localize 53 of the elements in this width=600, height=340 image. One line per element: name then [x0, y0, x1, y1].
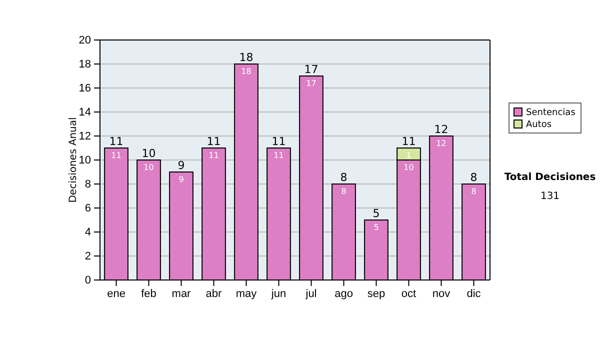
data-label: 17 [306, 79, 316, 88]
x-tick-label: oct [401, 288, 416, 300]
y-tick-label: 14 [78, 106, 91, 119]
total-label: 11 [109, 135, 124, 148]
total-label: 8 [470, 171, 478, 184]
data-label: 18 [241, 67, 252, 76]
data-label: 12 [436, 139, 446, 148]
y-tick-label: 20 [78, 34, 91, 47]
x-tick-label: may [236, 288, 258, 300]
y-tick-label: 4 [84, 226, 91, 239]
x-tick-label: jun [270, 288, 286, 300]
data-label: 10 [404, 163, 414, 172]
y-tick-label: 10 [78, 154, 91, 167]
y-axis-title: Decisiones Anual [68, 117, 79, 203]
y-tick-label: 2 [84, 250, 91, 263]
data-label: 5 [374, 223, 379, 232]
data-label: 8 [471, 187, 476, 196]
total-label: 18 [239, 51, 254, 64]
data-label: 10 [144, 163, 154, 172]
y-tick-label: 18 [78, 58, 91, 71]
y-tick-label: 8 [84, 178, 91, 191]
x-tick-label: jul [304, 288, 317, 300]
data-label: 9 [178, 175, 184, 184]
total-label: 8 [340, 171, 348, 184]
total-label: 11 [272, 135, 286, 148]
x-tick-label: ene [107, 288, 126, 300]
legend-label: Sentencias [526, 108, 576, 118]
x-tick-label: ago [334, 288, 353, 300]
total-label: 11 [206, 135, 221, 148]
x-tick-label: dic [466, 288, 482, 300]
total-label: 10 [142, 147, 156, 160]
legend-label: Autos [526, 120, 552, 130]
y-tick-label: 0 [84, 274, 91, 287]
x-tick-label: nov [432, 288, 451, 300]
data-label: 11 [274, 151, 284, 160]
total-label: 9 [178, 159, 185, 172]
x-tick-label: mar [172, 288, 192, 300]
data-label: 11 [208, 151, 219, 160]
text: 131 [540, 191, 560, 202]
x-tick-label: abr [206, 288, 222, 300]
total-label: 11 [402, 135, 416, 148]
data-label: 8 [341, 187, 346, 196]
total-label: 12 [434, 123, 448, 136]
total-label: 17 [304, 63, 318, 76]
y-tick-label: 12 [78, 130, 91, 143]
x-tick-label: sep [367, 288, 386, 300]
x-tick-label: feb [141, 288, 156, 300]
data-label: 1 [406, 151, 412, 160]
y-tick-label: 6 [84, 202, 91, 215]
data-label: 11 [111, 151, 122, 160]
text: Total Decisiones [504, 172, 596, 183]
y-tick-label: 16 [78, 82, 91, 95]
total-label: 5 [372, 207, 380, 220]
